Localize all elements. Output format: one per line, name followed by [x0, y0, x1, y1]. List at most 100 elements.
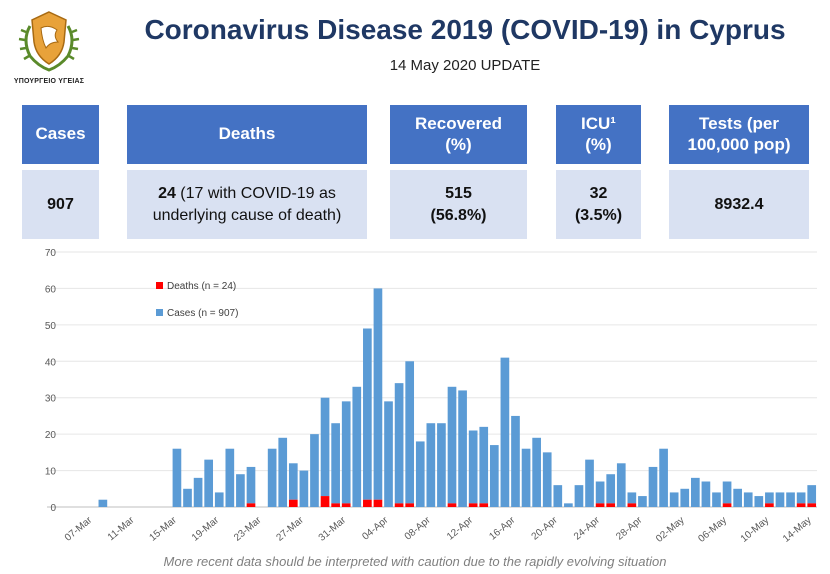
case-bar [680, 488, 690, 507]
death-bar [447, 503, 457, 507]
case-bar [796, 492, 806, 504]
x-tick-label: 12-Apr [445, 514, 476, 542]
legend-label-cases: Cases (n = 907) [167, 308, 238, 319]
case-bar [542, 452, 552, 507]
x-tick-label: 27-Mar [274, 514, 306, 543]
death-bar [394, 503, 404, 507]
icu-label-unit: (%) [585, 134, 612, 154]
legend-swatch-deaths [156, 282, 163, 289]
case-bar [415, 441, 425, 507]
case-bar [574, 485, 584, 507]
case-bar [363, 328, 372, 500]
x-tick-label: 10-May [739, 515, 772, 545]
recovered-header: Recovered (%) [390, 105, 527, 164]
case-bar [616, 463, 626, 507]
case-bar [754, 496, 764, 507]
x-tick-label: 15-Mar [148, 514, 180, 543]
case-bar [733, 488, 742, 507]
coat-of-arms-icon [18, 11, 80, 72]
case-bar [246, 466, 256, 504]
case-bar [606, 474, 616, 504]
footer-note: More recent data should be interpreted w… [163, 554, 667, 569]
cases-label: Cases [35, 124, 86, 144]
case-bar [214, 492, 224, 507]
recovered-label-unit: (%) [445, 134, 472, 154]
case-bar [458, 390, 467, 507]
icu-label: ICU¹ [581, 114, 616, 134]
x-tick-label: 19-Mar [190, 514, 222, 543]
case-bar [521, 448, 531, 507]
death-bar [288, 499, 298, 507]
cases-value: 907 [47, 195, 74, 213]
tests-value-box: 8932.4 [669, 170, 809, 239]
x-tick-label: 20-Apr [530, 514, 561, 542]
death-bar [796, 503, 806, 507]
x-tick-label: 23-Mar [232, 514, 264, 543]
x-tick-label: 11-Mar [106, 514, 137, 543]
death-bar [373, 499, 383, 507]
x-tick-label: 31-Mar [317, 514, 349, 543]
legend-swatch-cases [156, 309, 163, 316]
x-tick-label: 24-Apr [572, 514, 603, 542]
case-bar [426, 423, 436, 507]
case-bar [722, 481, 732, 504]
cases-value-box: 907 [22, 170, 99, 239]
case-bar [225, 448, 235, 507]
x-tick-label: 02-May [654, 515, 687, 545]
case-bar [743, 492, 753, 507]
death-bar [331, 503, 340, 507]
cases-header: Cases [22, 105, 99, 164]
case-bar [585, 459, 594, 507]
deaths-header: Deaths [127, 105, 367, 164]
icu-percent: (3.5%) [574, 206, 623, 224]
icu-header: ICU¹ (%) [556, 105, 641, 164]
case-bar [267, 448, 277, 507]
case-bar [553, 485, 563, 507]
x-tick-label: 16-Apr [487, 514, 518, 542]
case-bar [489, 445, 499, 507]
case-bar [500, 357, 510, 507]
x-tick-label: 06-May [696, 515, 729, 545]
y-tick-label: 30 [45, 394, 57, 405]
daily-cases-chart: 0 10 20 30 40 50 60 70 07-Mar 11-Mar 15-Mar 19-Mar 2… [45, 248, 817, 545]
death-bar [479, 503, 489, 507]
case-bar [172, 448, 182, 507]
recovered-percent: (56.8%) [430, 206, 487, 224]
case-bar [627, 492, 637, 504]
case-bar [669, 492, 679, 507]
case-bar [447, 386, 457, 504]
case-bar [479, 426, 489, 504]
case-bar [648, 466, 658, 507]
icu-value-box: 32 (3.5%) [556, 170, 641, 239]
death-bar [595, 503, 605, 507]
ministry-logo: ΥΠΟΥΡΓΕΙΟ ΥΓΕΙΑΣ [8, 6, 90, 92]
death-bar [363, 499, 372, 507]
page-title: Coronavirus Disease 2019 (COVID-19) in C… [144, 14, 786, 45]
tests-value: 8932.4 [714, 195, 764, 213]
case-bar [394, 383, 404, 504]
tests-header: Tests (per 100,000 pop) [669, 105, 809, 164]
case-bar [299, 470, 309, 507]
y-tick-label: 20 [45, 430, 57, 441]
case-bar [532, 437, 541, 507]
case-bar [765, 492, 774, 504]
case-bar [278, 437, 288, 507]
death-bar [765, 503, 774, 507]
case-bar [352, 386, 362, 507]
case-bar [690, 477, 700, 507]
deaths-value: 24 [158, 184, 176, 202]
death-bar [320, 496, 330, 507]
case-bar [638, 496, 647, 507]
y-tick-label: 40 [45, 357, 57, 368]
case-bar [98, 499, 108, 507]
icu-value: 32 [589, 184, 608, 202]
case-bar [701, 481, 711, 507]
case-bar [437, 423, 446, 507]
x-tick-label: 08-Apr [403, 514, 434, 542]
deaths-value-box: 24 (17 with COVID-19 as underlying cause… [127, 170, 367, 239]
tests-label-unit: 100,000 pop) [687, 134, 791, 154]
deaths-label: Deaths [218, 124, 276, 144]
case-bar [468, 430, 478, 504]
legend-label-deaths: Deaths (n = 24) [167, 281, 236, 292]
tests-label: Tests (per [699, 114, 779, 134]
